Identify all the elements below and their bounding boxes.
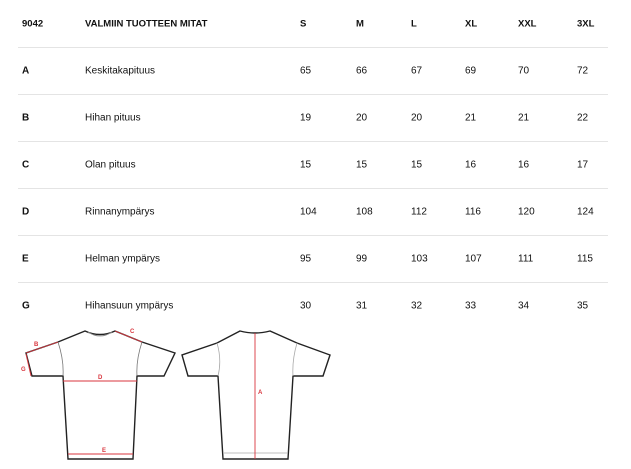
row-divider bbox=[18, 141, 608, 142]
size-value: 33 bbox=[465, 300, 477, 311]
measure-code: C bbox=[22, 159, 30, 170]
size-value: 70 bbox=[518, 65, 530, 76]
size-value: 111 bbox=[518, 253, 534, 264]
size-value: 31 bbox=[356, 300, 368, 311]
label-g: G bbox=[21, 367, 26, 373]
size-header: XXL bbox=[518, 18, 537, 29]
size-value: 16 bbox=[465, 159, 477, 170]
measure-code: A bbox=[22, 65, 30, 76]
table-row: G Hihansuun ympärys 30 31 32 33 34 35 bbox=[0, 282, 631, 329]
row-divider bbox=[18, 282, 608, 283]
size-header: 3XL bbox=[577, 18, 595, 29]
size-value: 17 bbox=[577, 159, 589, 170]
row-divider bbox=[18, 235, 608, 236]
measure-name: Rinnanympärys bbox=[85, 206, 155, 217]
size-value: 124 bbox=[577, 206, 594, 217]
row-divider bbox=[18, 188, 608, 189]
back-shirt bbox=[181, 330, 331, 460]
size-value: 112 bbox=[411, 206, 427, 217]
size-value: 16 bbox=[518, 159, 530, 170]
table-title: VALMIIN TUOTTEEN MITAT bbox=[85, 18, 208, 29]
size-value: 95 bbox=[300, 253, 312, 264]
size-value: 69 bbox=[465, 65, 477, 76]
size-value: 66 bbox=[356, 65, 368, 76]
size-value: 67 bbox=[411, 65, 423, 76]
size-header: M bbox=[356, 18, 364, 29]
size-value: 21 bbox=[465, 112, 477, 123]
size-value: 19 bbox=[300, 112, 312, 123]
size-value: 20 bbox=[411, 112, 423, 123]
size-value: 120 bbox=[518, 206, 535, 217]
label-c: C bbox=[130, 329, 135, 335]
size-value: 15 bbox=[411, 159, 423, 170]
size-value: 103 bbox=[411, 253, 428, 264]
label-a: A bbox=[258, 390, 263, 396]
size-value: 15 bbox=[356, 159, 368, 170]
tshirt-diagram: B C G D E A bbox=[21, 329, 331, 460]
table-row: D Rinnanympärys 104 108 112 116 120 124 bbox=[0, 188, 631, 235]
size-value: 35 bbox=[577, 300, 589, 311]
size-value: 108 bbox=[356, 206, 373, 217]
measure-code: B bbox=[22, 112, 30, 123]
size-value: 22 bbox=[577, 112, 589, 123]
label-b: B bbox=[34, 342, 39, 348]
size-value: 104 bbox=[300, 206, 317, 217]
measure-name: Keskitakapituus bbox=[85, 65, 156, 76]
measure-lines bbox=[25, 330, 256, 459]
size-value: 34 bbox=[518, 300, 530, 311]
measure-code: E bbox=[22, 253, 29, 264]
row-divider bbox=[18, 94, 608, 95]
measure-code: G bbox=[22, 300, 30, 311]
measure-code: D bbox=[22, 206, 30, 217]
measure-name: Hihan pituus bbox=[85, 112, 141, 123]
measure-name: Olan pituus bbox=[85, 159, 136, 170]
size-value: 15 bbox=[300, 159, 312, 170]
size-header: XL bbox=[465, 18, 478, 29]
size-value: 32 bbox=[411, 300, 423, 311]
label-e: E bbox=[102, 448, 106, 454]
size-value: 99 bbox=[356, 253, 368, 264]
size-value: 65 bbox=[300, 65, 312, 76]
row-divider bbox=[18, 47, 608, 48]
size-value: 21 bbox=[518, 112, 530, 123]
size-value: 116 bbox=[465, 206, 481, 217]
size-header: S bbox=[300, 18, 307, 29]
size-value: 20 bbox=[356, 112, 368, 123]
size-value: 107 bbox=[465, 253, 482, 264]
size-header: L bbox=[411, 18, 417, 29]
measure-name: Helman ympärys bbox=[85, 253, 161, 264]
size-value: 72 bbox=[577, 65, 589, 76]
table-row: E Helman ympärys 95 99 103 107 111 115 bbox=[0, 235, 631, 282]
table-row: B Hihan pituus 19 20 20 21 21 22 bbox=[0, 94, 631, 141]
table-row: C Olan pituus 15 15 15 16 16 17 bbox=[0, 141, 631, 188]
table-row: A Keskitakapituus 65 66 67 69 70 72 bbox=[0, 47, 631, 94]
product-code: 9042 bbox=[22, 18, 44, 29]
label-d: D bbox=[98, 375, 103, 381]
table-header: 9042 VALMIIN TUOTTEEN MITAT S M L XL XXL… bbox=[0, 0, 631, 47]
front-shirt bbox=[25, 330, 176, 460]
size-value: 30 bbox=[300, 300, 312, 311]
measure-name: Hihansuun ympärys bbox=[85, 300, 174, 311]
size-value: 115 bbox=[577, 253, 593, 264]
